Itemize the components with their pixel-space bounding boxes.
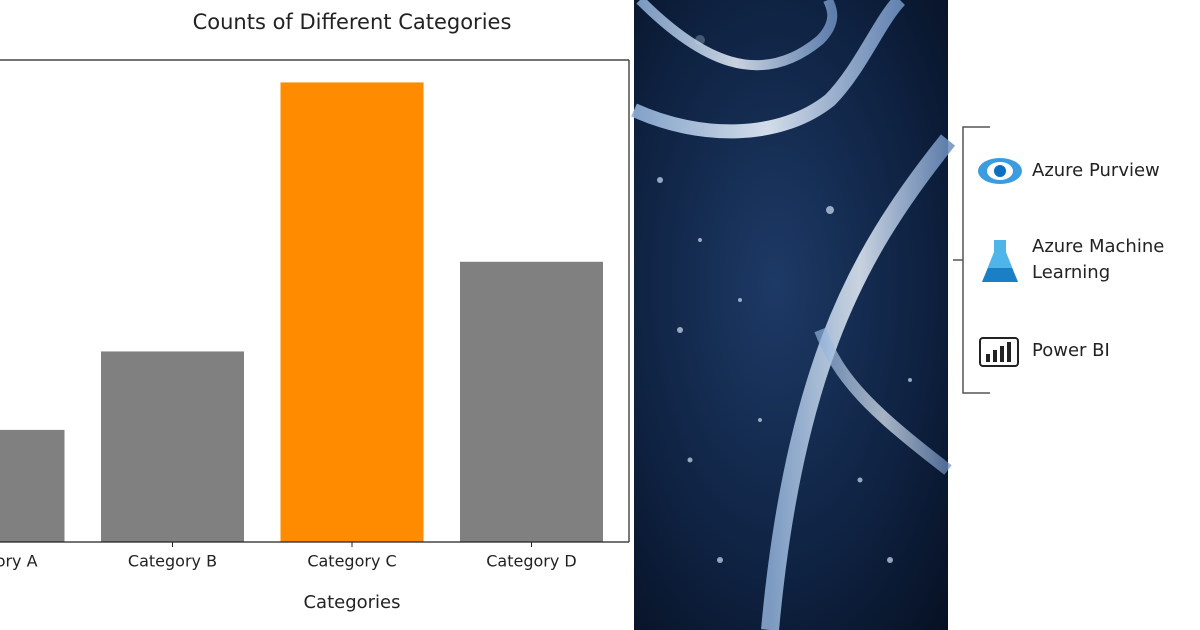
chart-title: Counts of Different Categories bbox=[193, 10, 512, 34]
bar bbox=[101, 351, 244, 542]
bar bbox=[0, 429, 65, 542]
bar bbox=[280, 82, 424, 542]
x-axis-label: Categories bbox=[303, 592, 400, 613]
particles bbox=[657, 35, 912, 563]
service-label: Azure Purview bbox=[1032, 160, 1160, 181]
purview-icon bbox=[978, 158, 1022, 184]
x-tick-label: Category C bbox=[307, 552, 396, 571]
photo-background bbox=[634, 0, 948, 630]
x-tick-label: Category D bbox=[486, 552, 577, 571]
service-label: Azure Machine bbox=[1032, 236, 1164, 257]
bracket bbox=[953, 126, 990, 394]
powerbi-icon bbox=[979, 337, 1019, 367]
x-tick-label: Category B bbox=[128, 552, 217, 571]
photo bbox=[631, 0, 956, 630]
x-tick-label: Category A bbox=[0, 552, 38, 571]
bar-chart: Counts of Different Categories Categorie… bbox=[0, 10, 630, 613]
service-label: Learning bbox=[1032, 262, 1110, 283]
aml-icon bbox=[982, 240, 1018, 282]
dna-strand bbox=[814, 327, 952, 475]
bar bbox=[460, 261, 603, 542]
dna-strand bbox=[636, 0, 838, 71]
service-label: Power BI bbox=[1032, 340, 1110, 361]
dna-strand bbox=[631, 0, 906, 139]
service-list: Azure Purview Azure Machine Learning Power … bbox=[953, 126, 1164, 394]
